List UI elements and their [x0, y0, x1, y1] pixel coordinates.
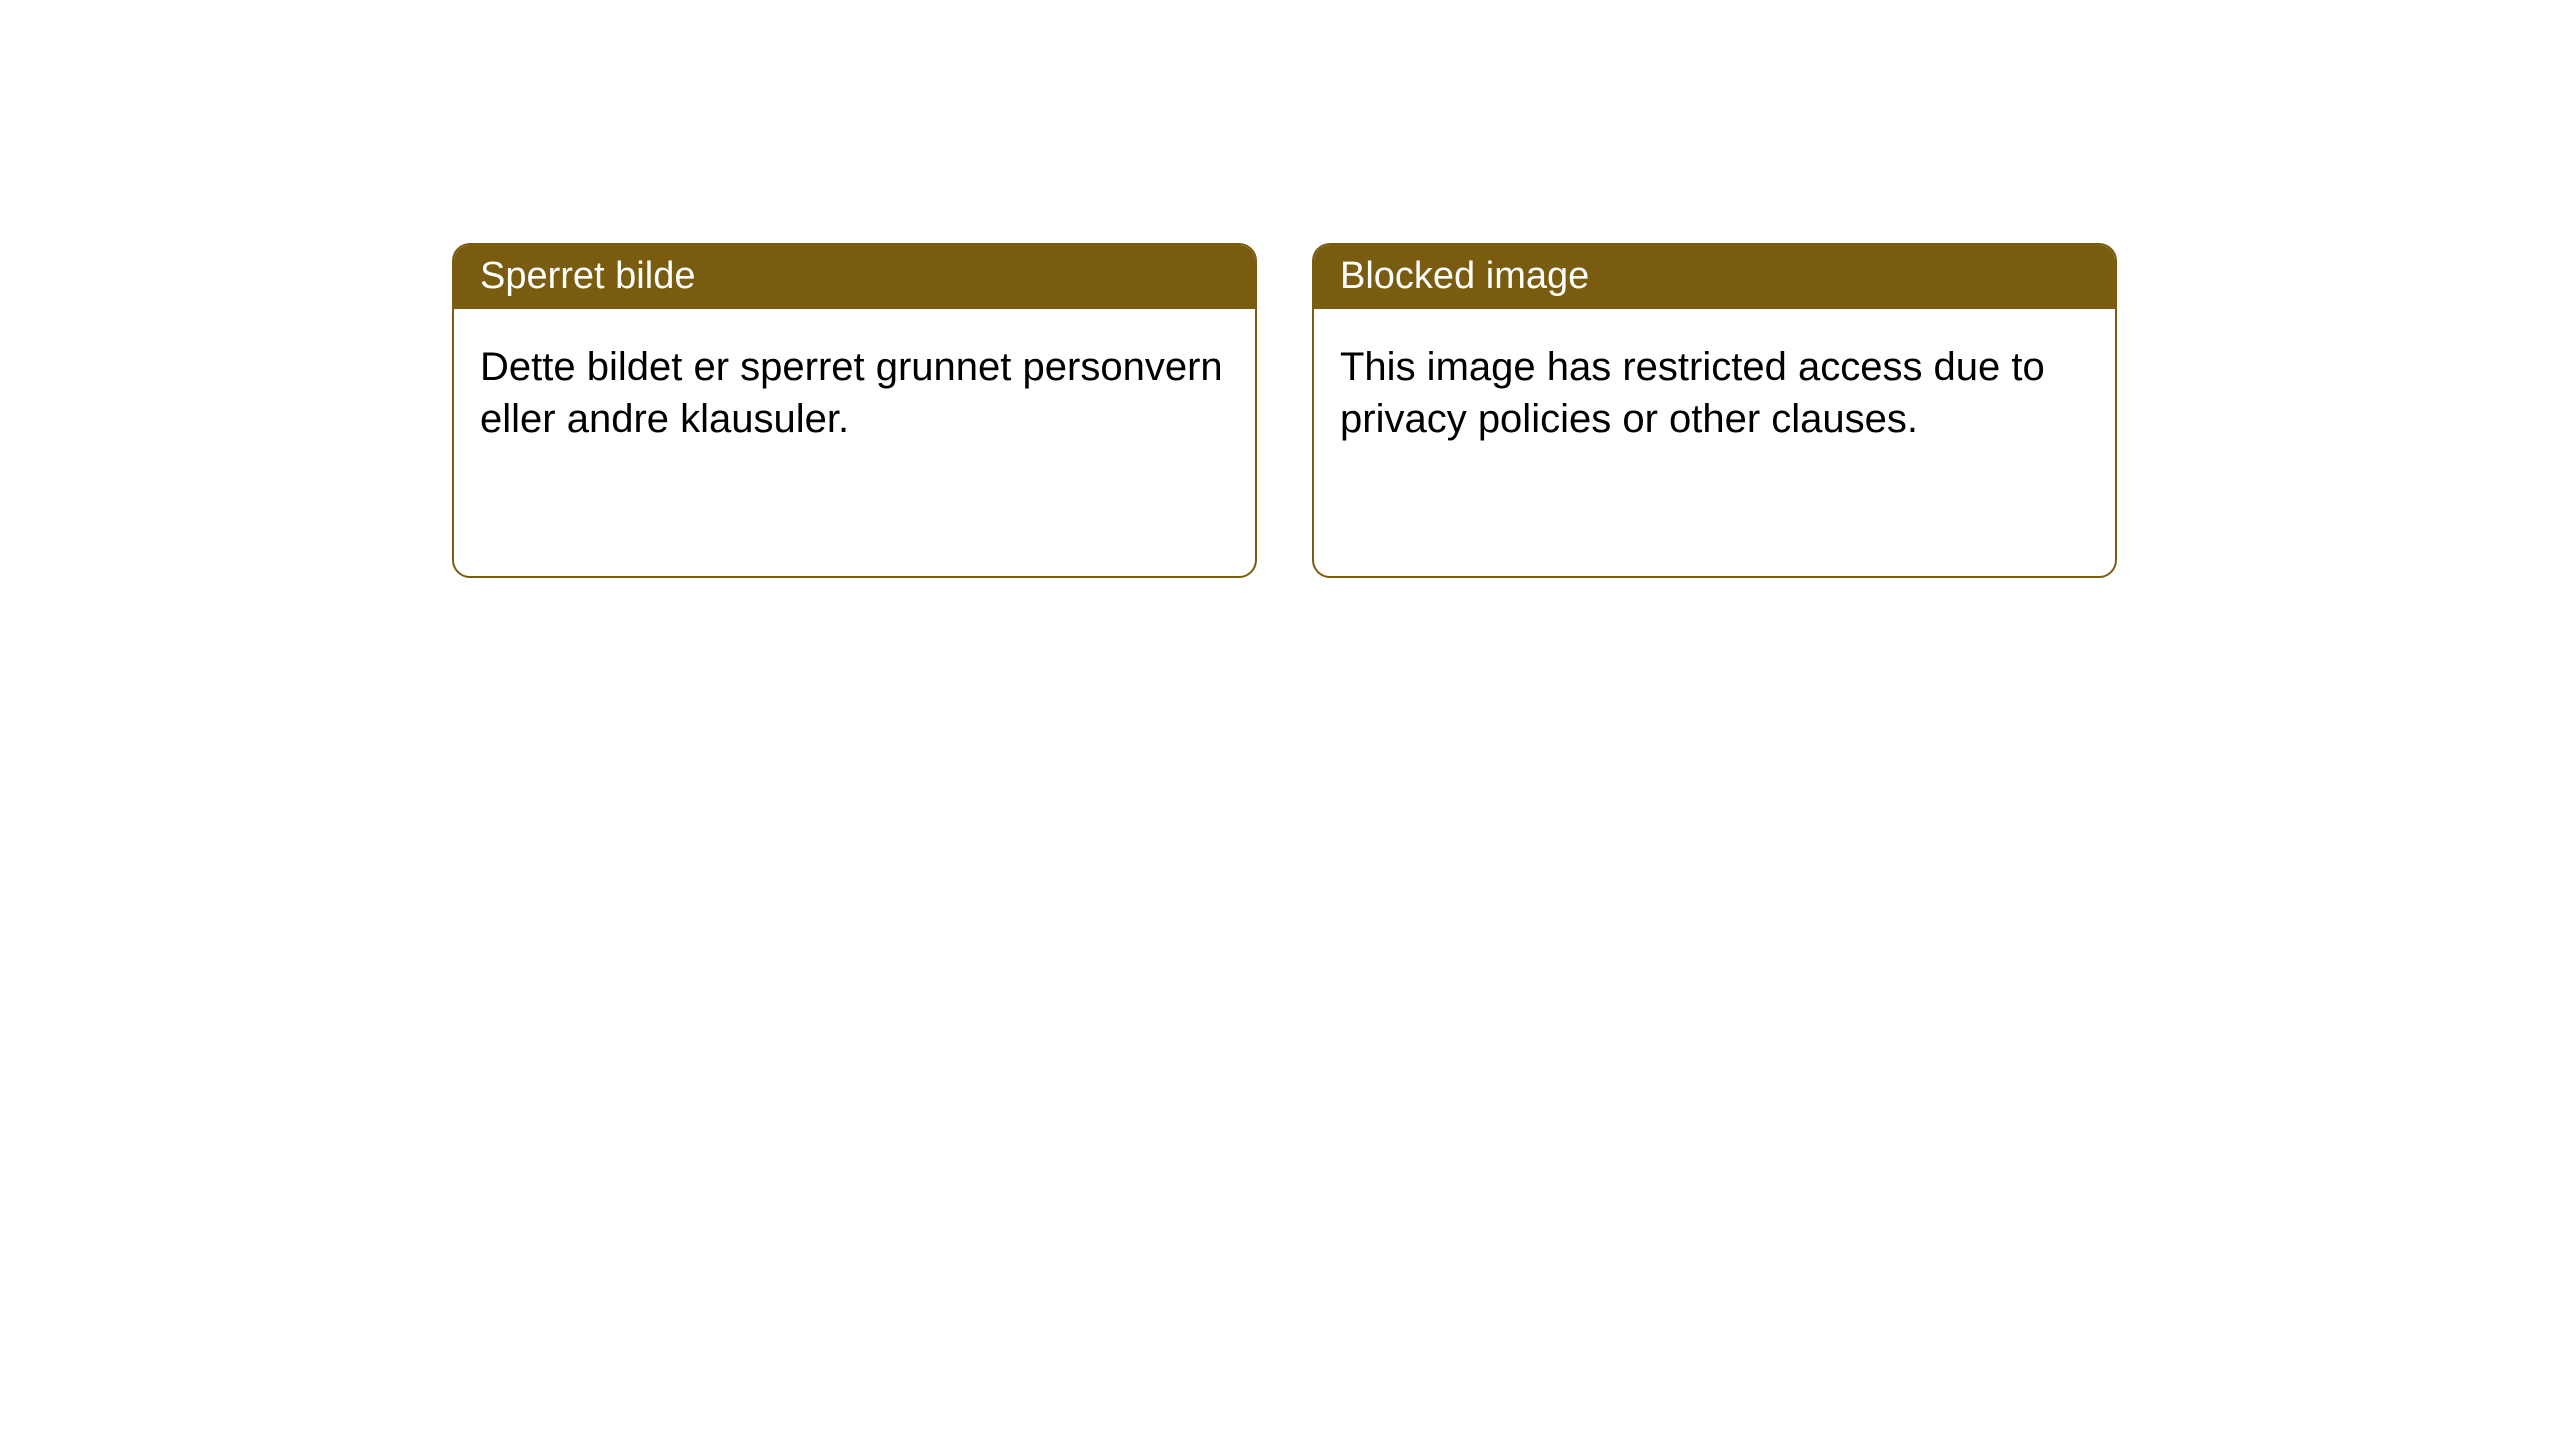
notice-body: Dette bildet er sperret grunnet personve… — [454, 309, 1255, 471]
notice-header: Sperret bilde — [454, 245, 1255, 309]
notice-card-norwegian: Sperret bilde Dette bildet er sperret gr… — [452, 243, 1257, 578]
notice-card-english: Blocked image This image has restricted … — [1312, 243, 2117, 578]
notice-header: Blocked image — [1314, 245, 2115, 309]
notice-body-text: This image has restricted access due to … — [1340, 345, 2045, 441]
notice-body-text: Dette bildet er sperret grunnet personve… — [480, 345, 1223, 441]
notice-body: This image has restricted access due to … — [1314, 309, 2115, 471]
notice-title: Blocked image — [1340, 255, 1589, 297]
notice-container: Sperret bilde Dette bildet er sperret gr… — [452, 243, 2117, 578]
notice-title: Sperret bilde — [480, 255, 695, 297]
